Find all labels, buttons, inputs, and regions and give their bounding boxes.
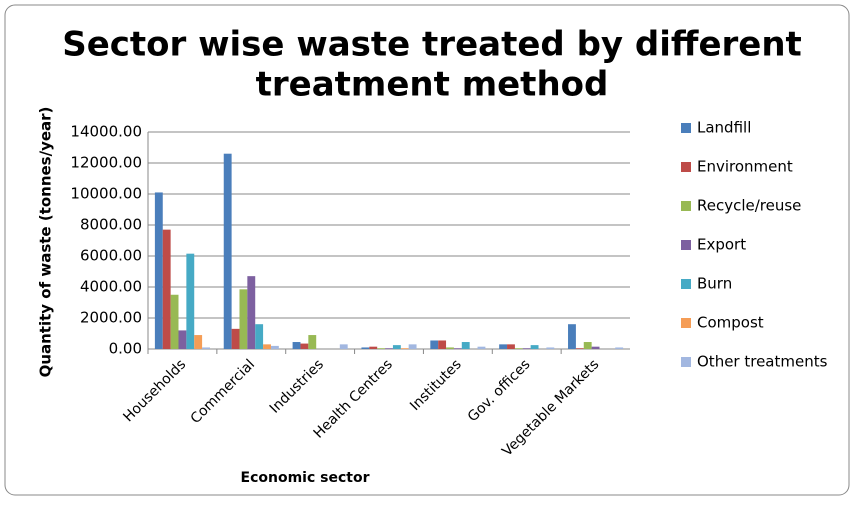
bar [499, 344, 508, 349]
bar [170, 294, 179, 349]
bar [522, 348, 531, 349]
legend-swatch [681, 123, 691, 133]
bar [231, 328, 240, 349]
bar [385, 348, 393, 349]
bar [186, 253, 195, 349]
bar [178, 330, 187, 349]
bar [270, 345, 279, 349]
bar [247, 276, 256, 349]
bar [408, 344, 417, 349]
bar [430, 340, 439, 349]
legend-swatch [681, 279, 691, 289]
chart-title: Sector wise waste treated by different [62, 25, 802, 65]
bar [255, 324, 264, 349]
bar [239, 289, 248, 349]
bar [263, 344, 271, 349]
bar [438, 340, 447, 349]
y-tick-label: 14000.00 [70, 123, 142, 141]
bar [530, 345, 539, 349]
bar [591, 346, 600, 349]
bar [507, 344, 515, 349]
bar [300, 343, 309, 349]
legend-label: Other treatments [697, 353, 828, 371]
bar [154, 192, 163, 349]
bar [194, 335, 203, 349]
legend-label: Landfill [697, 119, 751, 137]
bar [461, 342, 470, 349]
bar [369, 346, 378, 349]
legend-swatch [681, 162, 691, 172]
bar [202, 347, 210, 349]
y-tick-label: 4000.00 [80, 278, 142, 296]
legend-swatch [681, 318, 691, 328]
y-tick-label: 8000.00 [80, 216, 142, 234]
bar [400, 348, 409, 349]
bar [583, 342, 592, 349]
bar [446, 347, 454, 349]
x-axis-title: Economic sector [241, 470, 370, 486]
bar [453, 348, 462, 349]
legend-swatch [681, 357, 691, 367]
legend-label: Environment [697, 158, 793, 176]
bar [162, 229, 171, 349]
y-tick-label: 12000.00 [70, 154, 142, 172]
bar [392, 345, 401, 349]
bar [546, 347, 555, 349]
bar [377, 348, 386, 349]
bar [361, 347, 370, 349]
legend-label: Recycle/reuse [697, 197, 801, 215]
bar [223, 153, 232, 349]
y-tick-label: 10000.00 [70, 185, 142, 203]
legend-swatch [681, 240, 691, 250]
bar [477, 346, 486, 349]
legend-label: Compost [697, 314, 764, 332]
y-tick-label: 6000.00 [80, 247, 142, 265]
bar [615, 347, 624, 349]
legend-swatch [681, 201, 691, 211]
bar [568, 324, 576, 349]
bar [292, 342, 301, 349]
chart-frame [4, 4, 850, 496]
legend-label: Burn [697, 275, 732, 293]
bar [575, 348, 584, 349]
chart-subtitle: treatment method [256, 65, 609, 105]
y-axis-title: Quantity of waste (tonnes/year) [37, 107, 55, 378]
bar [308, 335, 317, 349]
bar [514, 348, 523, 349]
legend-label: Export [697, 236, 746, 254]
bar [339, 344, 348, 349]
y-tick-label: 0.00 [109, 340, 142, 358]
y-tick-label: 2000.00 [80, 309, 142, 327]
